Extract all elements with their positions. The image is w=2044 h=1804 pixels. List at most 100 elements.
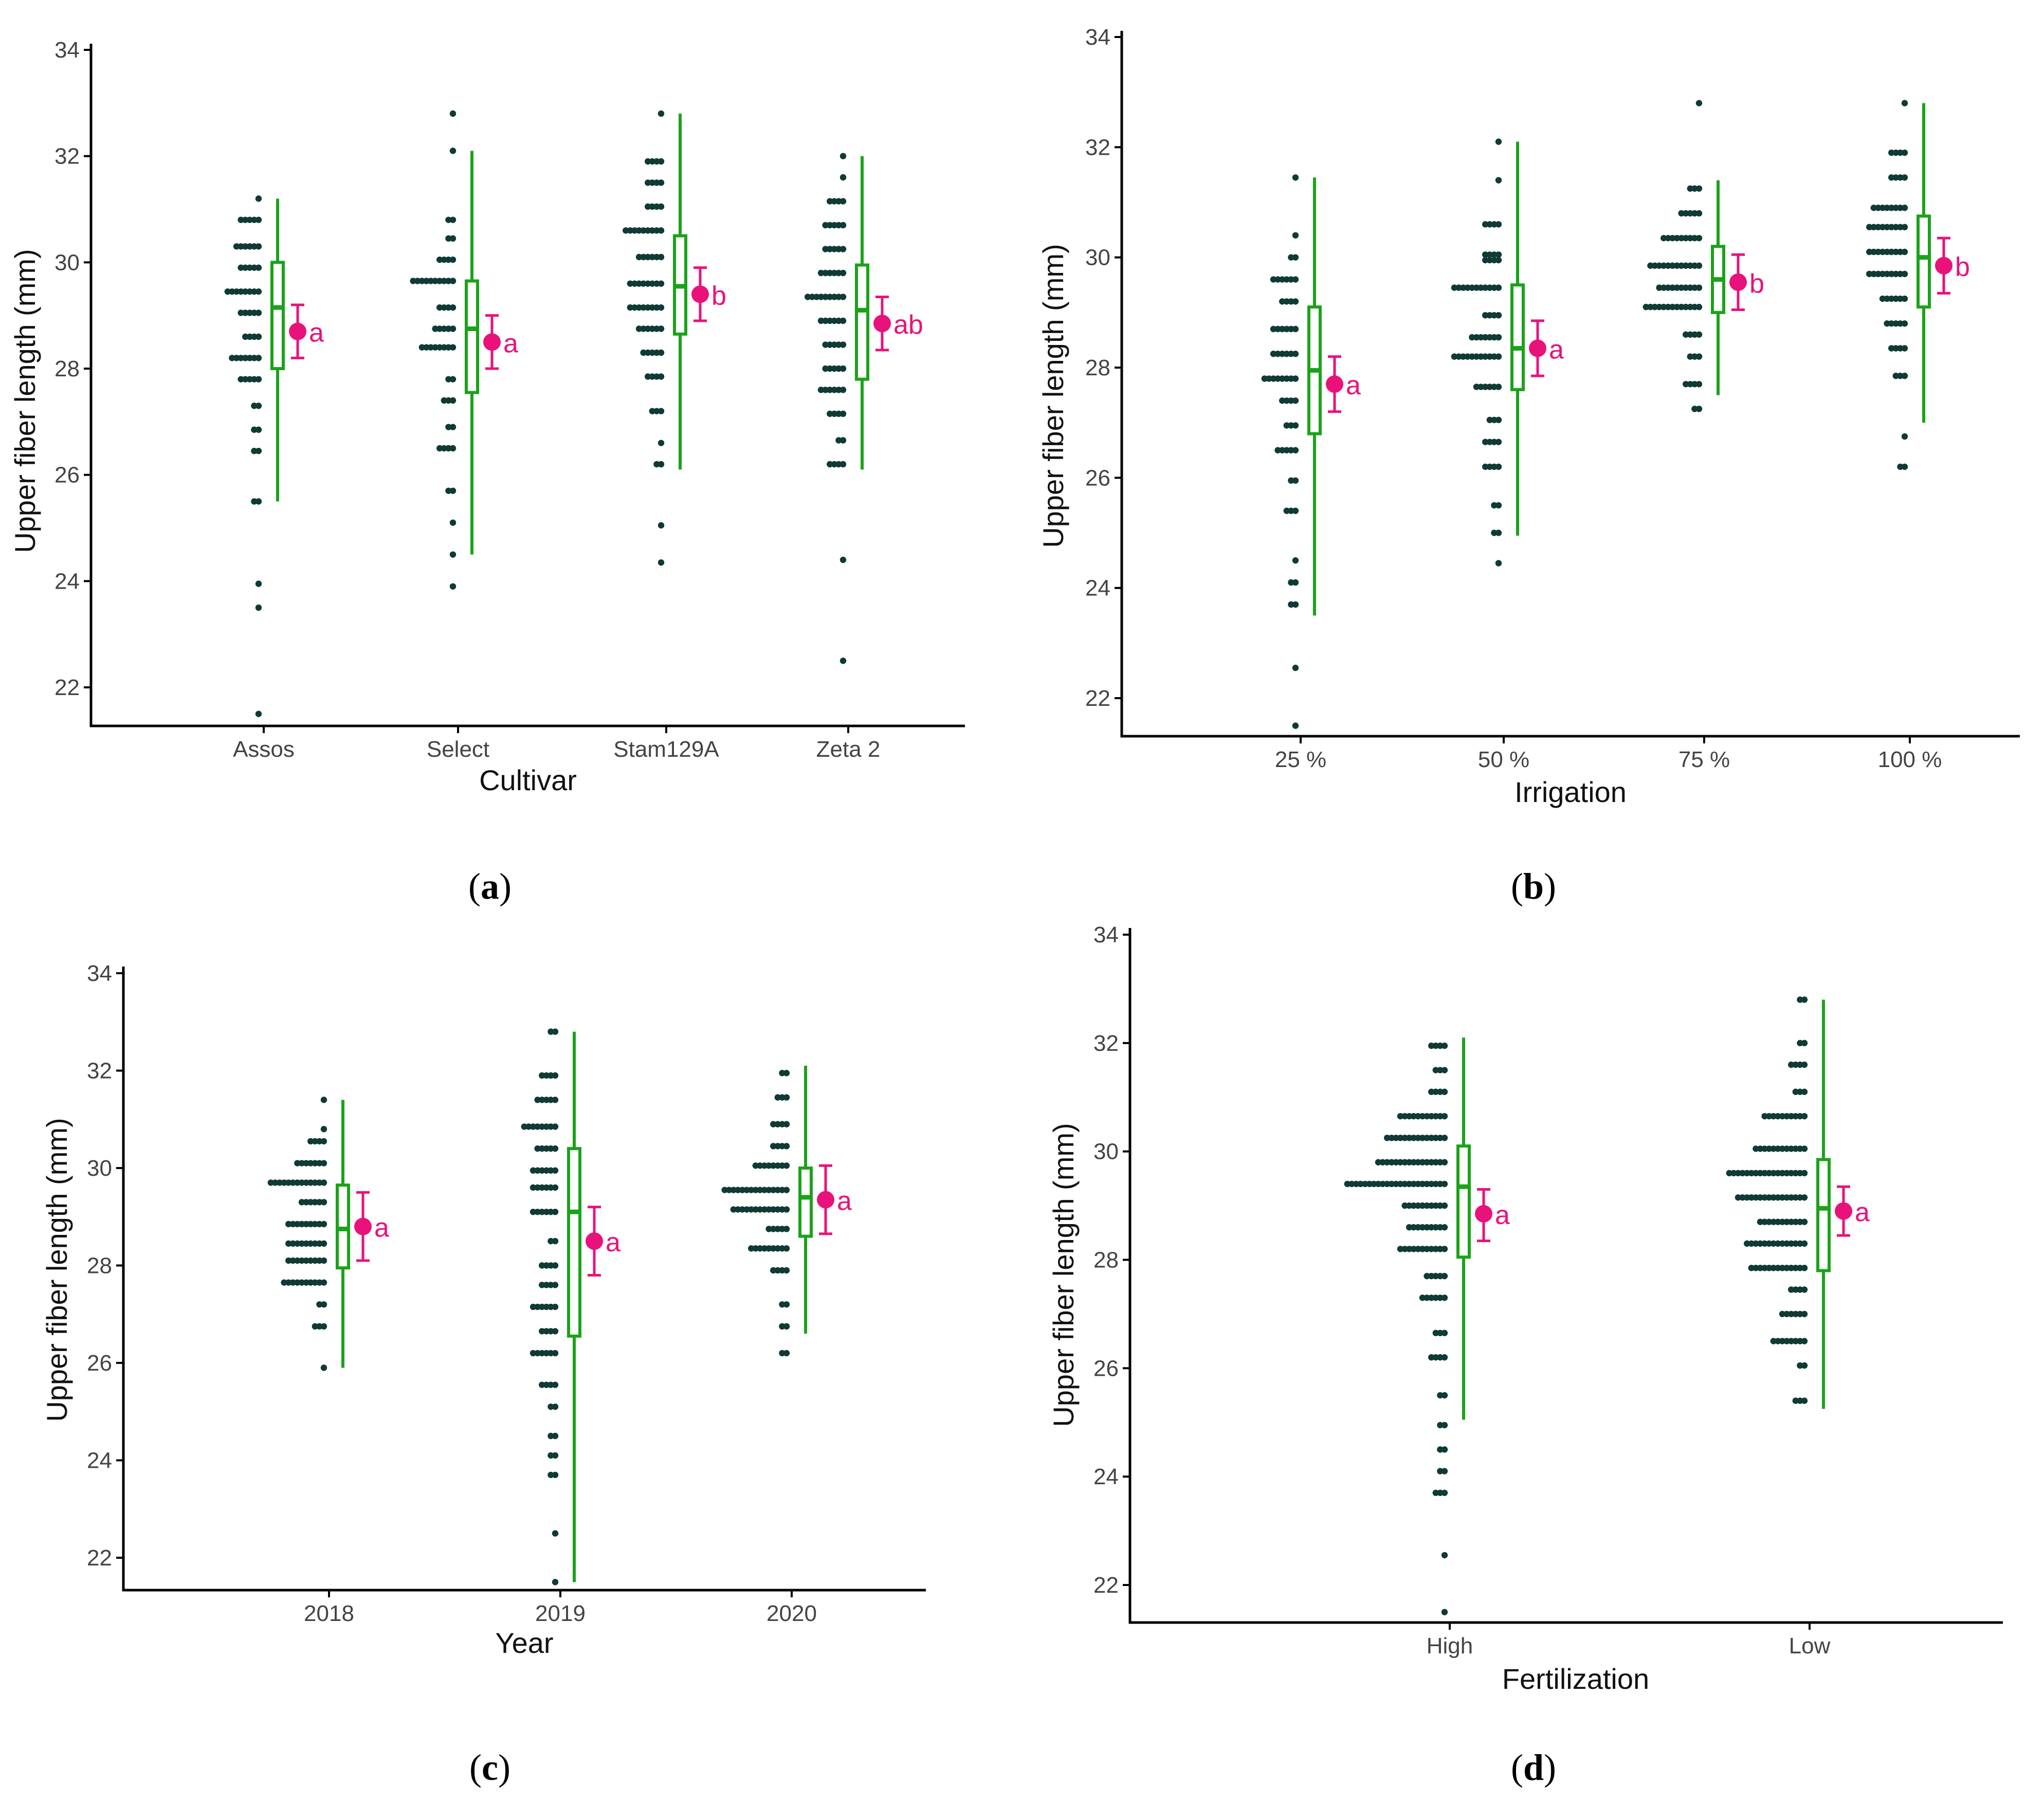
data-dot	[246, 333, 253, 340]
data-dot	[1437, 1180, 1444, 1188]
x-tick-label-2019: 2019	[535, 1601, 586, 1626]
data-dot	[1691, 303, 1698, 311]
data-dot	[827, 365, 833, 372]
data-dot	[548, 1072, 554, 1079]
data-dot	[1486, 384, 1493, 390]
data-dot	[635, 253, 643, 261]
data-dot	[653, 373, 660, 380]
data-dot	[1371, 1180, 1377, 1188]
data-dot	[530, 1303, 537, 1310]
data-dot	[1441, 1224, 1448, 1231]
data-dot	[552, 1282, 559, 1288]
data-dot	[645, 158, 651, 165]
data-dot	[770, 1121, 777, 1127]
data-dot	[1788, 1113, 1795, 1120]
data-dot	[303, 1179, 309, 1186]
panel-b-y-ticks: 22 24 26 28 30 32 34	[1085, 25, 1122, 711]
y-tick-label: 32	[87, 1059, 112, 1084]
data-dot	[427, 344, 434, 351]
data-dot	[783, 1245, 790, 1252]
data-dot	[1384, 1180, 1391, 1188]
data-dot	[1464, 353, 1471, 360]
panel-c-y-ticks: 22 24 26 28 30 32 34	[87, 961, 123, 1571]
data-dot	[298, 1179, 305, 1186]
data-dot	[1683, 331, 1689, 338]
y-tick-label: 30	[54, 250, 80, 275]
data-dot	[1779, 1170, 1786, 1177]
data-dot	[316, 1199, 323, 1206]
y-tick-label: 22	[87, 1545, 112, 1571]
data-dot	[1469, 284, 1475, 291]
y-tick-label: 28	[1085, 355, 1110, 380]
data-dot	[1415, 1135, 1421, 1141]
data-dot	[229, 288, 235, 295]
data-dot	[1292, 232, 1299, 239]
box-iqr	[1510, 283, 1525, 391]
y-tick-label: 24	[87, 1448, 112, 1473]
data-dot	[1792, 1286, 1799, 1293]
data-dot	[267, 1179, 274, 1186]
data-dot	[1473, 353, 1480, 360]
data-dot	[432, 278, 439, 284]
significance-letter: b	[1955, 252, 1970, 282]
data-dot	[1875, 270, 1882, 278]
data-dot	[1753, 1170, 1759, 1177]
data-dot	[658, 325, 665, 332]
data-dot	[255, 264, 262, 271]
data-dot	[539, 1328, 545, 1335]
data-dot	[1866, 224, 1873, 230]
data-dot	[312, 1279, 318, 1286]
data-dot	[552, 1579, 559, 1586]
data-dot	[774, 1162, 781, 1169]
data-dot	[312, 1220, 318, 1228]
data-dot	[1261, 375, 1268, 382]
data-dot	[1775, 1240, 1781, 1247]
dot-stack-select	[410, 110, 457, 590]
data-dot	[1779, 1145, 1786, 1152]
data-dot	[1437, 1042, 1444, 1049]
data-dot	[1888, 149, 1895, 156]
data-dot	[840, 174, 847, 181]
data-dot	[831, 246, 838, 252]
data-dot	[1441, 1180, 1448, 1188]
data-dot	[238, 288, 244, 295]
data-dot	[1486, 251, 1493, 258]
data-dot	[534, 1303, 541, 1310]
data-dot	[1797, 1088, 1803, 1095]
data-dot	[1437, 1135, 1444, 1141]
data-dot	[1362, 1180, 1368, 1188]
panel-a-letter: a	[481, 866, 499, 907]
data-dot	[835, 246, 842, 252]
data-dot	[436, 344, 443, 351]
data-dot	[1288, 375, 1294, 382]
data-dot	[658, 461, 665, 468]
data-dot	[1691, 185, 1698, 192]
data-dot	[1482, 312, 1489, 319]
data-dot	[289, 1257, 296, 1264]
data-dot	[1419, 1246, 1426, 1252]
mean-ci-assos: a	[289, 303, 324, 359]
data-dot	[1801, 1397, 1808, 1404]
data-dot	[809, 294, 816, 300]
data-dot	[1797, 1265, 1803, 1271]
data-dot	[1884, 205, 1890, 211]
data-dot	[1797, 1218, 1803, 1225]
data-dot	[1292, 579, 1299, 586]
data-dot	[289, 1220, 296, 1228]
data-dot	[765, 1187, 772, 1193]
data-dot	[779, 1301, 786, 1308]
data-dot	[552, 1432, 559, 1439]
data-dot	[1410, 1159, 1417, 1165]
data-dot	[281, 1279, 287, 1286]
data-dot	[552, 1028, 559, 1035]
data-dot	[623, 227, 629, 234]
data-dot	[1397, 1135, 1404, 1141]
data-dot	[436, 325, 443, 332]
data-dot	[246, 309, 253, 316]
data-dot	[658, 349, 665, 356]
data-dot	[1792, 1265, 1799, 1271]
mean-point	[1935, 257, 1952, 275]
data-dot	[1888, 295, 1895, 302]
data-dot	[1687, 303, 1693, 311]
mean-point	[1529, 339, 1546, 357]
